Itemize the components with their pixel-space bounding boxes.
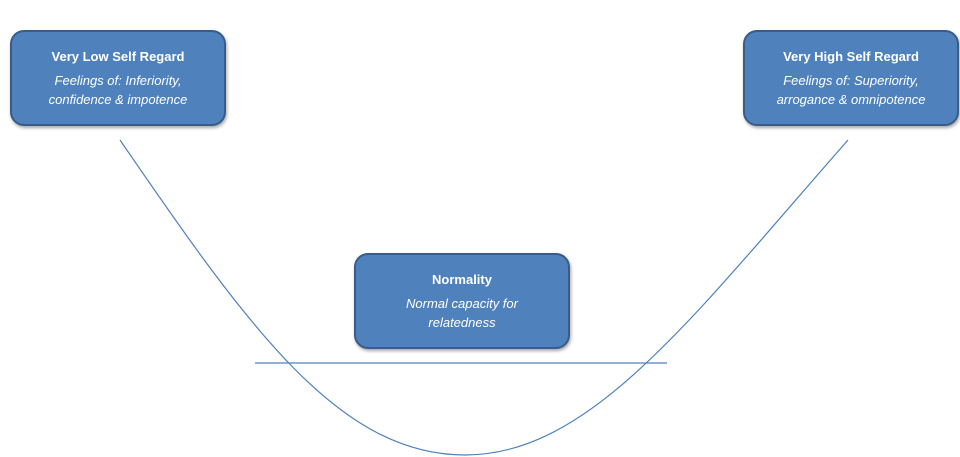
u-curve [119,139,849,456]
normality-box: Normality Normal capacity for relatednes… [354,253,570,349]
box-title: Normality [432,272,492,287]
box-subtitle: Feelings of: Inferiority, confidence & i… [48,73,188,107]
very-low-self-regard-box: Very Low Self Regard Feelings of: Inferi… [10,30,226,126]
very-high-self-regard-box: Very High Self Regard Feelings of: Super… [743,30,959,126]
box-title: Very High Self Regard [783,49,919,64]
box-title: Very Low Self Regard [51,49,185,64]
box-subtitle: Normal capacity for relatedness [406,296,518,330]
box-subtitle: Feelings of: Superiority, arrogance & om… [776,73,926,107]
